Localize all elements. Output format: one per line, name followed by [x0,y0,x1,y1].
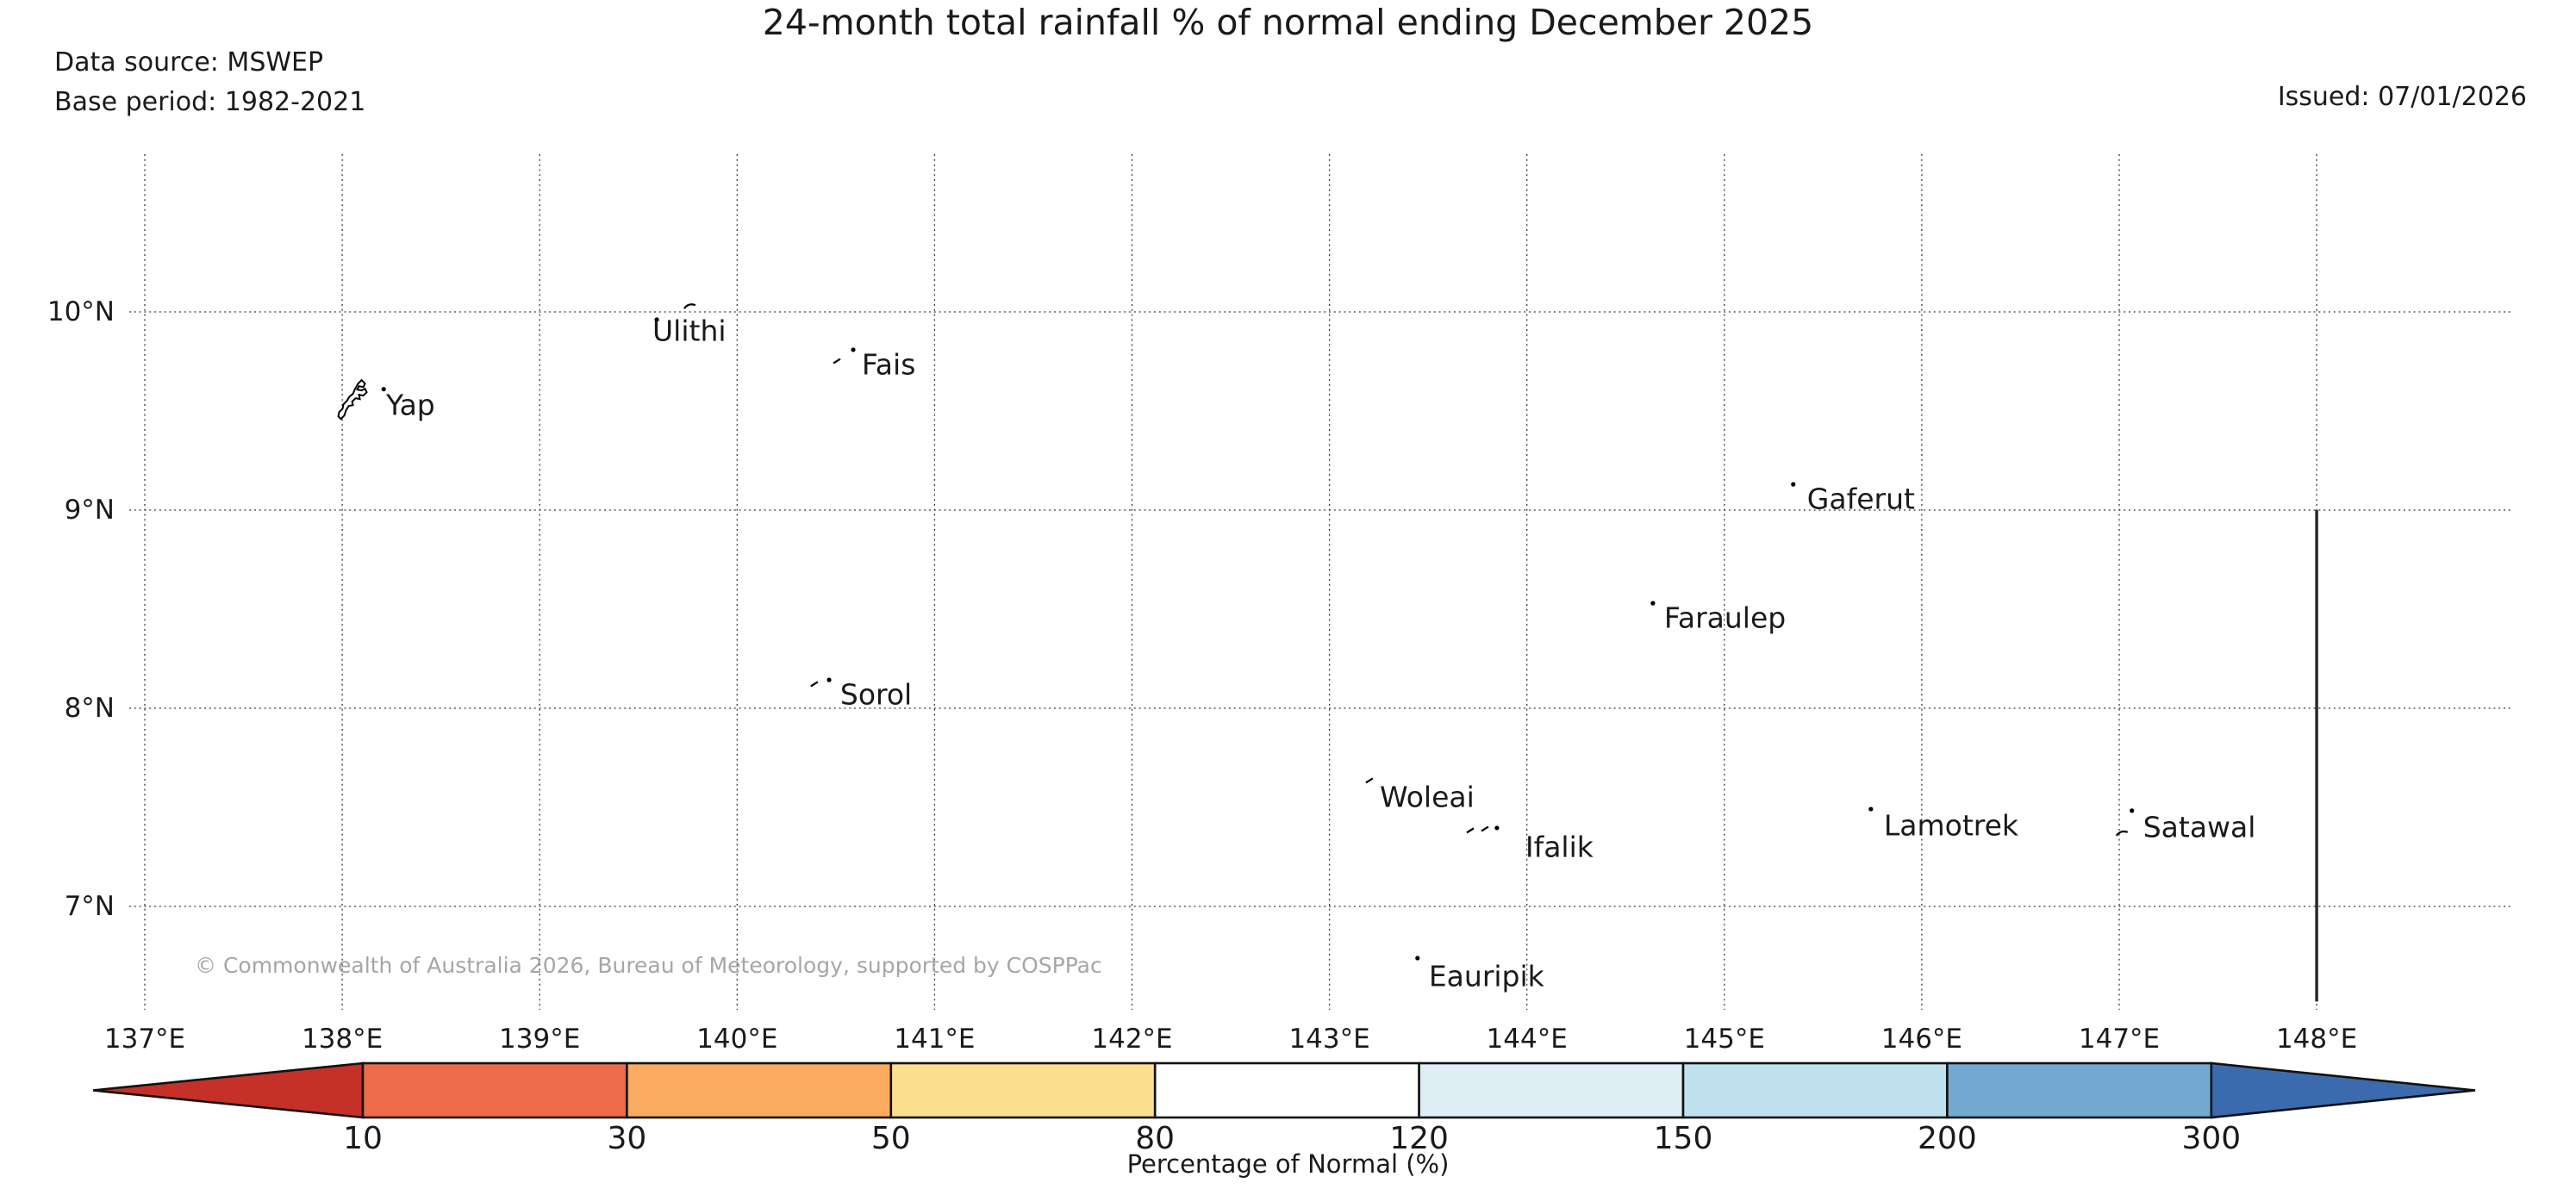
island-label: Lamotrek [1883,808,2019,843]
island-marker-dot [826,677,832,682]
lon-tick-label: 139°E [499,1024,581,1055]
lon-tick-label: 141°E [894,1024,976,1055]
lat-tick-label: 8°N [64,693,115,724]
colorbar-segment [361,1061,628,1119]
lon-tick-label: 140°E [696,1024,778,1055]
island-label: Eauripik [1428,959,1544,993]
island-label: Yap [385,388,435,422]
island-marker-dash [1466,827,1475,834]
colorbar-tick-label: 10 [343,1121,383,1156]
chart-title: 24-month total rainfall % of normal endi… [762,2,1814,43]
island-label: Faraulep [1663,601,1787,635]
island-label: Ifalik [1525,830,1594,864]
lon-tick-label: 138°E [301,1024,384,1055]
colorbar-tick-label: 200 [1918,1121,1977,1156]
lon-tick-label: 145°E [1683,1024,1765,1055]
colorbar-segment [1418,1061,1685,1119]
island-label: Sorol [839,677,913,712]
lat-tick-label: 10°N [47,296,115,327]
lon-tick-label: 142°E [1091,1024,1173,1055]
colorbar-segment [626,1061,893,1119]
copyright-note: © Commonwealth of Australia 2026, Bureau… [195,953,1102,978]
island-label: Ulithi [652,314,727,348]
lon-tick-label: 144°E [1486,1024,1568,1055]
colorbar-segment [1153,1061,1420,1119]
island-marker-dash [1481,825,1489,832]
island-label: Gaferut [1806,482,1915,516]
colorbar-arrow-left [92,1061,365,1119]
lon-tick-label: 137°E [103,1024,186,1055]
island-marker-dot [1650,601,1656,606]
colorbar-tick-label: 150 [1653,1121,1713,1156]
colorbar-arrow-right [2210,1061,2476,1119]
lat-tick-label: 7°N [64,891,115,922]
island-marker-dot [1791,482,1796,487]
colorbar-tick-label: 120 [1389,1121,1449,1156]
island-label: Satawal [2143,810,2256,844]
island-marker-dot [1415,956,1420,961]
colorbar-tick-label: 80 [1135,1121,1176,1156]
island-marker-dot [2130,808,2135,813]
lon-tick-label: 148°E [2275,1024,2358,1055]
colorbar-tick-label: 30 [607,1121,647,1156]
island-marker-dot [851,347,856,352]
issued-date-note: Issued: 07/01/2026 [2277,82,2527,112]
lat-tick-label: 9°N [64,495,115,526]
lon-tick-label: 143°E [1288,1024,1370,1055]
island-marker-arc [2115,830,2129,837]
island-outline-yap [337,378,368,420]
lon-tick-label: 146°E [1881,1024,1963,1055]
colorbar-segment [1681,1061,1949,1119]
island-marker-dot [1494,825,1500,831]
data-source-note: Data source: MSWEP [54,47,324,78]
island-marker-arc [683,303,696,309]
island-marker-dot [381,387,386,392]
island-marker-dot [1868,806,1874,812]
colorbar-segment [889,1061,1157,1119]
island-marker-dot [654,317,659,322]
base-period-note: Base period: 1982-2021 [54,87,366,117]
colorbar-tick-label: 50 [870,1121,911,1156]
island-marker-dash [833,358,841,364]
lon-tick-label: 147°E [2078,1024,2161,1055]
island-label: Woleai [1380,780,1475,814]
colorbar-axis-label: Percentage of Normal (%) [1126,1149,1450,1179]
island-label: Fais [861,347,916,382]
colorbar-segment [1946,1061,2213,1119]
island-marker-dash [1365,777,1374,784]
colorbar-tick-label: 300 [2181,1121,2242,1156]
island-marker-dash [810,681,819,688]
